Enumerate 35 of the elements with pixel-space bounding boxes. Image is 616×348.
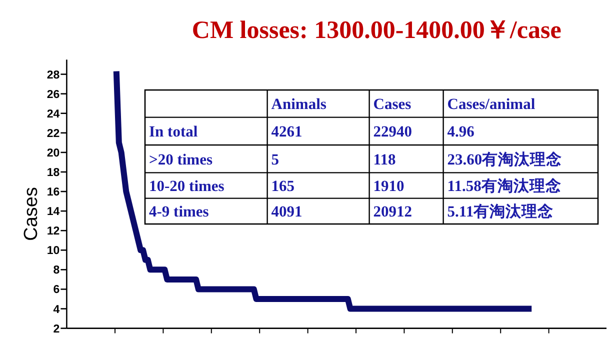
annotation: 1910: [373, 178, 405, 195]
y-tick-label: 16: [46, 186, 60, 199]
y-tick-label: 24: [46, 108, 60, 120]
y-tick-label: 20: [46, 147, 60, 160]
y-tick-label: 22: [46, 128, 60, 140]
y-tick-label: 26: [46, 88, 60, 101]
annotation: 11.58有淘汰理念: [447, 177, 562, 195]
annotation: >20 times: [149, 151, 212, 168]
annotation: 4261: [271, 124, 302, 141]
annotation: 118: [373, 151, 396, 168]
annotation: 4091: [271, 204, 302, 221]
annotation: Cases/animal: [447, 96, 536, 114]
y-tick-label: 6: [53, 284, 60, 296]
y-tick-label: 28: [46, 69, 60, 82]
annotation: 5.11有淘汰理念: [447, 202, 554, 221]
annotation: 4-9 times: [149, 204, 209, 221]
annotation: 22940: [373, 124, 412, 141]
y-tick-label: 18: [46, 166, 60, 179]
annotation: 20912: [373, 204, 412, 221]
y-tick-label: 10: [46, 245, 60, 258]
annotation: In total: [149, 124, 198, 141]
y-tick-label: 8: [53, 264, 60, 277]
annotation: 10-20 times: [149, 178, 224, 195]
annotation: 165: [271, 178, 295, 195]
annotation: 5: [271, 151, 280, 168]
annotation: Animals: [271, 96, 326, 114]
annotation: Cases: [373, 96, 412, 114]
y-tick-label: 12: [46, 226, 60, 238]
y-axis-title: Cases: [21, 187, 42, 241]
y-tick-label: 4: [53, 304, 60, 316]
y-tick-label: 14: [46, 206, 60, 218]
annotation: 4.96: [447, 124, 475, 141]
annotation: 23.60有淘汰理念: [447, 150, 562, 168]
y-tick-label: 2: [53, 323, 60, 336]
chart-title: CM losses: 1300.00-1400.00￥/case: [192, 17, 562, 44]
